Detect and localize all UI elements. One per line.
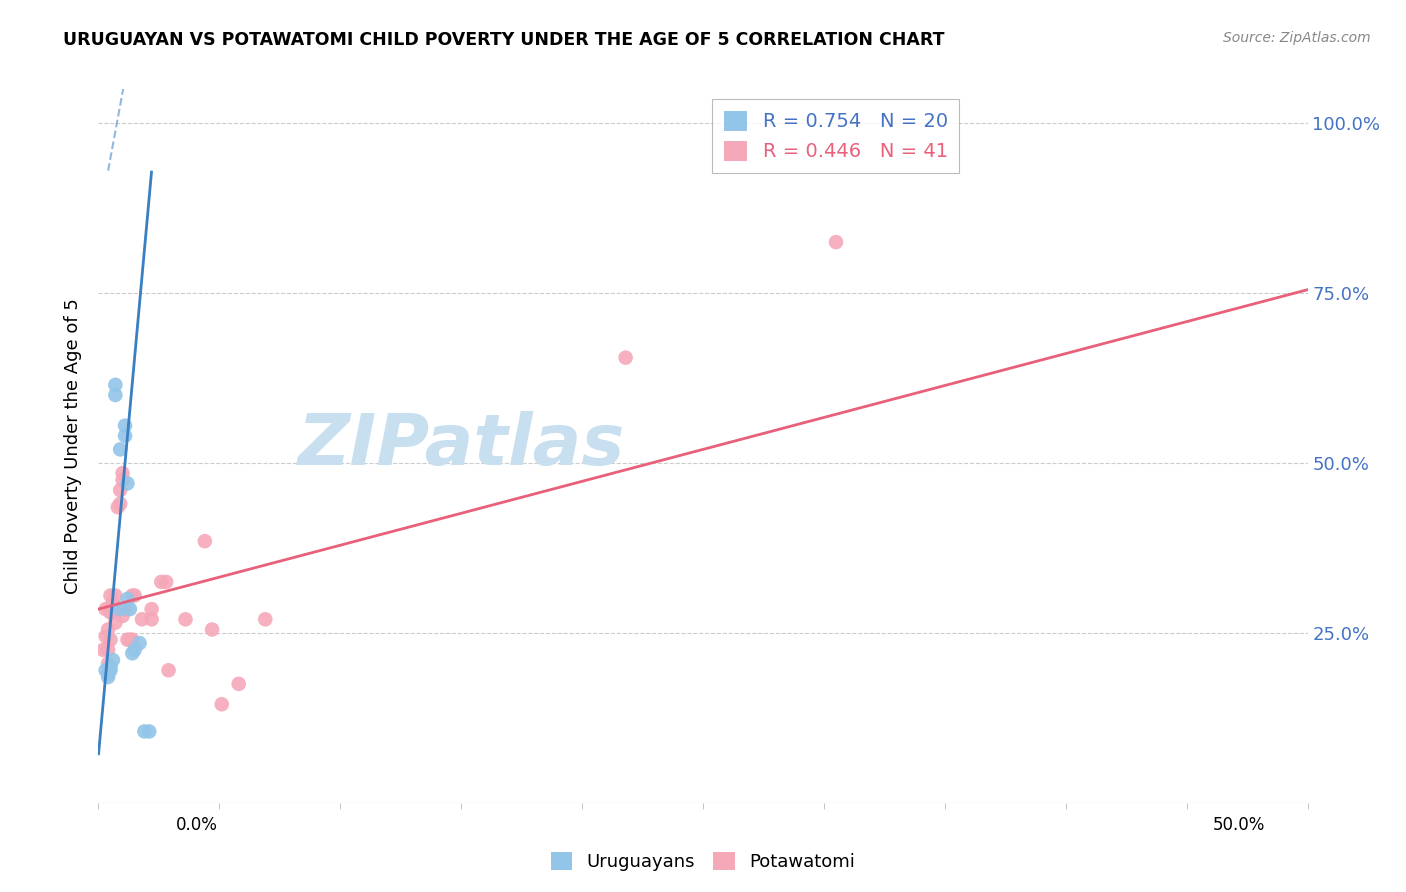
Point — [101, 606, 124, 620]
Point — [108, 442, 131, 457]
Point — [100, 589, 122, 603]
Point — [104, 388, 127, 402]
Point — [111, 466, 134, 480]
Text: 0.0%: 0.0% — [176, 815, 218, 833]
Y-axis label: Child Poverty Under the Age of 5: Child Poverty Under the Age of 5 — [65, 298, 83, 594]
Text: URUGUAYAN VS POTAWATOMI CHILD POVERTY UNDER THE AGE OF 5 CORRELATION CHART: URUGUAYAN VS POTAWATOMI CHILD POVERTY UN… — [63, 31, 945, 49]
Point — [211, 698, 233, 712]
Point — [104, 606, 127, 620]
Point — [114, 418, 136, 433]
Point — [150, 574, 173, 589]
Point — [101, 653, 124, 667]
Point — [194, 534, 217, 549]
Text: 50.0%: 50.0% — [1213, 815, 1265, 833]
Point — [254, 612, 277, 626]
Text: ZIPatlas: ZIPatlas — [298, 411, 624, 481]
Point — [108, 497, 131, 511]
Point — [825, 235, 848, 249]
Point — [228, 677, 250, 691]
Point — [111, 473, 134, 487]
Point — [138, 724, 160, 739]
Point — [114, 602, 136, 616]
Point — [121, 589, 143, 603]
Point — [118, 632, 141, 647]
Point — [104, 589, 127, 603]
Point — [101, 595, 124, 609]
Point — [124, 589, 146, 603]
Point — [174, 612, 197, 626]
Point — [100, 663, 122, 677]
Point — [91, 643, 114, 657]
Point — [97, 666, 120, 681]
Point — [114, 429, 136, 443]
Point — [97, 657, 120, 671]
Point — [141, 602, 163, 616]
Point — [111, 608, 134, 623]
Point — [614, 351, 637, 365]
Point — [128, 636, 150, 650]
Point — [94, 663, 117, 677]
Point — [94, 602, 117, 616]
Point — [157, 663, 180, 677]
Point — [141, 612, 163, 626]
Point — [100, 606, 122, 620]
Point — [107, 500, 129, 515]
Point — [100, 660, 122, 674]
Point — [155, 574, 177, 589]
Point — [134, 724, 156, 739]
Point — [104, 377, 127, 392]
Point — [124, 643, 146, 657]
Point — [97, 670, 120, 684]
Point — [97, 643, 120, 657]
Point — [108, 602, 131, 616]
Legend: Uruguayans, Potawatomi: Uruguayans, Potawatomi — [544, 845, 862, 879]
Point — [94, 629, 117, 643]
Point — [121, 632, 143, 647]
Point — [108, 483, 131, 498]
Point — [114, 602, 136, 616]
Point — [201, 623, 224, 637]
Point — [117, 476, 139, 491]
Point — [117, 632, 139, 647]
Point — [118, 602, 141, 616]
Point — [121, 646, 143, 660]
Legend: R = 0.754   N = 20, R = 0.446   N = 41: R = 0.754 N = 20, R = 0.446 N = 41 — [711, 99, 959, 173]
Point — [100, 632, 122, 647]
Text: Source: ZipAtlas.com: Source: ZipAtlas.com — [1223, 31, 1371, 45]
Point — [117, 591, 139, 606]
Point — [97, 623, 120, 637]
Point — [131, 612, 153, 626]
Point — [104, 615, 127, 630]
